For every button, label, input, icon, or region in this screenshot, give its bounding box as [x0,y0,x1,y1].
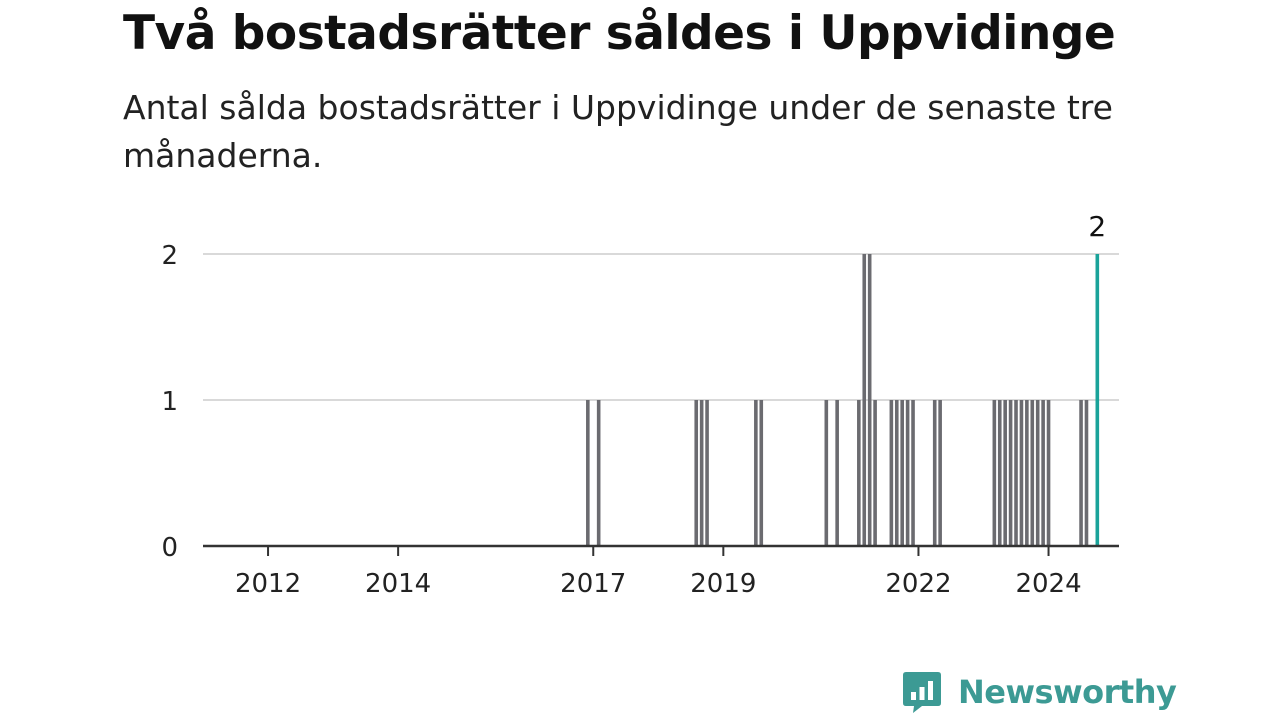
bar [586,400,590,546]
bar [759,400,764,546]
bar [1041,400,1045,546]
bar [873,400,877,546]
x-tick-label: 2024 [1015,569,1081,599]
y-tick-label: 0 [161,533,178,563]
bar [1035,400,1040,546]
newsworthy-logo: Newsworthy [902,670,1177,714]
bar [1079,400,1083,546]
bar [694,400,699,546]
bar [1003,400,1007,546]
bar [705,400,709,546]
y-tick-label: 1 [161,387,178,417]
bar [889,400,894,546]
bar [938,400,942,546]
bar [862,254,867,546]
bar [900,400,904,546]
bar [857,400,861,546]
bar [835,400,839,546]
x-tick-label: 2014 [365,569,431,599]
chart-title: Två bostadsrätter såldes i Uppvidinge [123,6,1116,61]
bar [932,400,937,546]
bar [596,400,601,546]
bar [1008,400,1013,546]
bar [1025,400,1029,546]
bar [824,400,829,546]
bar [1014,400,1018,546]
bar [1084,400,1089,546]
highlight-data-label: 2 [1088,210,1106,243]
highlight-bar [1095,254,1100,546]
bar [867,254,872,546]
bar [1046,400,1051,546]
bar [754,400,758,546]
bar [905,400,910,546]
x-tick-label: 2022 [885,569,951,599]
newsworthy-wordmark: Newsworthy [958,673,1177,711]
bar [997,400,1002,546]
bar [992,400,997,546]
x-tick-label: 2017 [560,569,626,599]
bar [699,400,704,546]
x-tick-label: 2012 [235,569,301,599]
bar [911,400,915,546]
bar [1019,400,1024,546]
x-tick-label: 2019 [690,569,756,599]
bar [894,400,899,546]
y-tick-label: 2 [161,241,178,271]
newsworthy-logo-icon [903,672,941,713]
chart-subtitle: Antal sålda bostadsrätter i Uppvidinge u… [123,88,1113,175]
bar [1030,400,1035,546]
